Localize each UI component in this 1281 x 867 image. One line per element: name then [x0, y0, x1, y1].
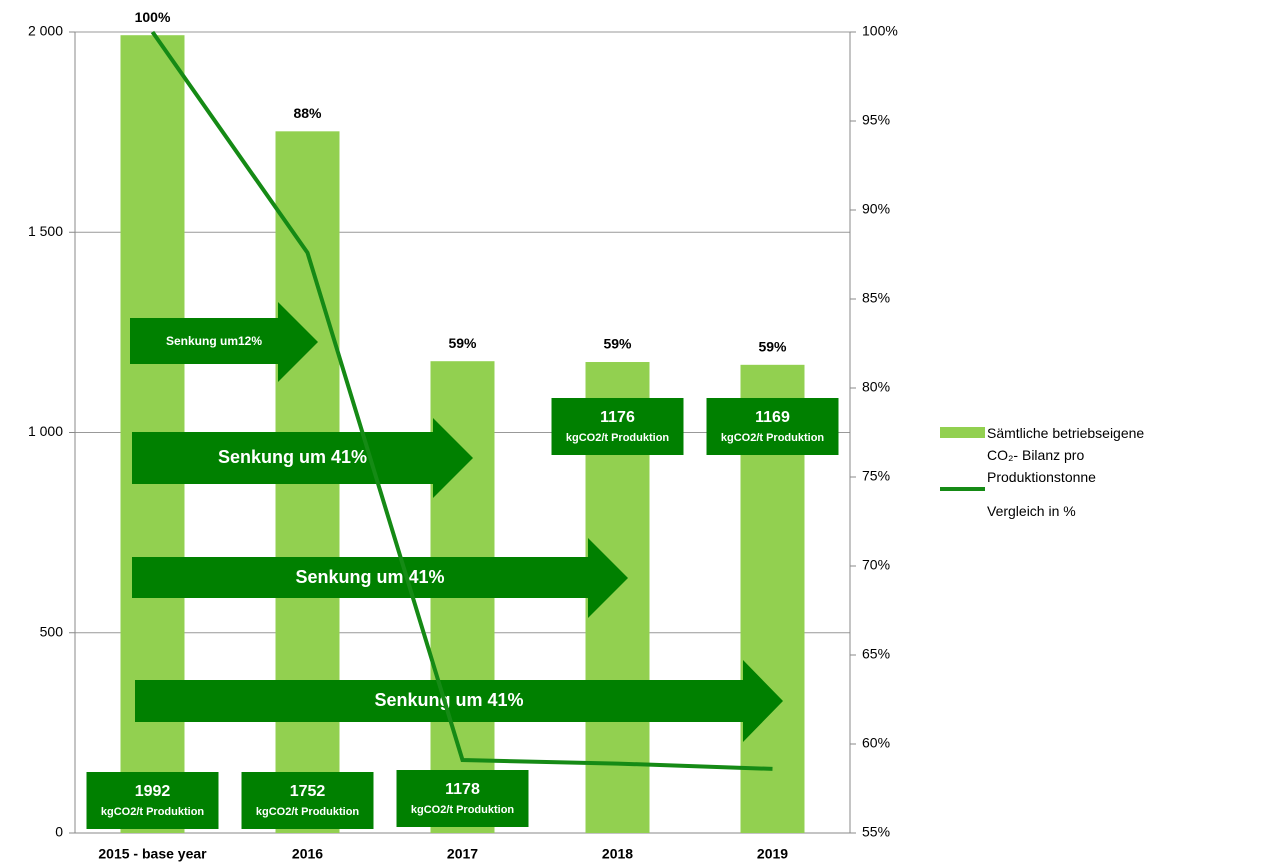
y2-tick-label: 100%: [862, 23, 898, 39]
value-box: [241, 772, 374, 829]
line: [150, 30, 773, 771]
percent-label: 59%: [758, 339, 787, 355]
percent-label: 88%: [293, 105, 322, 121]
value-box: [396, 770, 529, 827]
y-tick-label: 1 500: [28, 223, 63, 239]
y2-tick-label: 60%: [862, 735, 890, 751]
bar-value-label: 1752: [290, 783, 326, 800]
bar-unit-label: kgCO2/t Produktion: [721, 432, 825, 444]
x-tick-label: 2018: [602, 846, 633, 862]
x-tick-label: 2015 - base year: [98, 846, 207, 862]
y2-tick-label: 95%: [862, 112, 890, 128]
percent-label: 59%: [448, 335, 477, 351]
y2-tick-label: 75%: [862, 468, 890, 484]
value-box: [86, 772, 219, 829]
x-tick-label: 2017: [447, 846, 478, 862]
x-tick-label: 2019: [757, 846, 788, 862]
percent-label: 59%: [603, 336, 632, 352]
y-tick-label: 2 000: [28, 23, 63, 39]
legend-line-label: Vergleich in %: [987, 503, 1076, 519]
percent-label: 100%: [135, 9, 171, 25]
bar-unit-label: kgCO2/t Produktion: [566, 432, 670, 444]
arrow: [130, 302, 318, 382]
bar-unit-label: kgCO2/t Produktion: [101, 806, 205, 818]
arrow-label: Senkung um 41%: [374, 690, 523, 710]
bar-unit-label: kgCO2/t Produktion: [256, 806, 360, 818]
legend-bar-label: Sämtliche betriebseigene CO₂- Bilanz pro…: [987, 425, 1145, 485]
y2-tick-label: 70%: [862, 557, 890, 573]
bar-value-label: 1176: [600, 409, 635, 426]
x-tick-label: 2016: [292, 846, 323, 862]
bar-value-label: 1178: [445, 781, 480, 798]
arrow-label: Senkung um 41%: [295, 567, 444, 587]
y2-tick-label: 55%: [862, 824, 890, 840]
arrow-label: Senkung um12%: [166, 334, 262, 348]
bar-value-label: 1169: [755, 409, 790, 426]
legend: Sämtliche betriebseigene CO₂- Bilanz pro…: [987, 422, 1281, 522]
y-tick-label: 1 000: [28, 423, 63, 439]
y2-tick-label: 85%: [862, 290, 890, 306]
y2-tick-label: 65%: [862, 646, 890, 662]
arrow: [135, 660, 783, 742]
y2-tick-label: 80%: [862, 379, 890, 395]
legend-bar-swatch: [940, 427, 985, 438]
y-tick-label: 500: [40, 623, 64, 639]
value-box: [706, 398, 839, 455]
arrow: [132, 418, 473, 498]
y-tick-label: 0: [55, 824, 63, 840]
bar-unit-label: kgCO2/t Produktion: [411, 804, 515, 816]
arrow: [132, 538, 628, 618]
value-box: [551, 398, 684, 455]
bar-value-label: 1992: [135, 783, 171, 800]
arrow-label: Senkung um 41%: [218, 447, 367, 467]
y2-tick-label: 90%: [862, 201, 890, 217]
